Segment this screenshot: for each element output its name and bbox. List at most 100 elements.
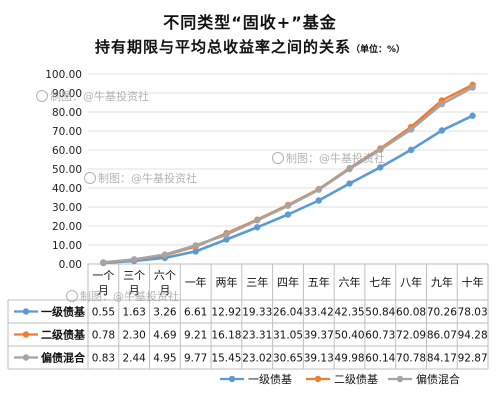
- y-tick-label: 10.00: [52, 240, 82, 252]
- table-cell: 26.04: [273, 307, 303, 319]
- table-cell: 4.95: [153, 353, 176, 365]
- table-legend-marker: [22, 308, 30, 315]
- x-tick-label: 六个: [154, 269, 176, 282]
- table-series-name: 偏债混合: [41, 351, 86, 365]
- table-cell: 23.31: [242, 330, 272, 342]
- y-tick-label: 60.00: [52, 145, 82, 157]
- table-cell: 0.78: [92, 330, 115, 342]
- table-cell: 70.26: [427, 307, 457, 319]
- data-point: [438, 127, 446, 134]
- table-cell: 4.69: [153, 330, 176, 342]
- x-tick-label: 三年: [246, 275, 268, 289]
- data-point: [346, 180, 353, 187]
- table-cell: 39.37: [304, 330, 334, 342]
- chart-subtitle: 持有期限与平均总收益率之间的关系（单位：%）: [0, 36, 500, 57]
- watermark: 制图：@牛基投资社: [272, 150, 385, 166]
- data-point: [407, 126, 415, 133]
- table-cell: 42.35: [335, 307, 365, 319]
- table-cell: 9.77: [184, 353, 207, 365]
- table-cell: 23.02: [242, 353, 272, 365]
- y-tick-label: 40.00: [52, 183, 82, 195]
- x-tick-label: 六年: [339, 275, 361, 289]
- y-tick-label: 70.00: [52, 126, 82, 138]
- table-cell: 50.84: [365, 307, 395, 319]
- table-cell: 0.83: [92, 353, 115, 365]
- table-legend-marker: [22, 354, 30, 361]
- data-point: [407, 146, 415, 154]
- watermark-text: 制图：@牛基投资社: [286, 152, 385, 165]
- table-cell: 72.09: [396, 330, 426, 342]
- data-point: [469, 112, 476, 119]
- watermark-text: 制图：@牛基投资社: [98, 172, 197, 185]
- x-tick-label: 一年: [185, 275, 207, 289]
- x-tick-label: 九年: [431, 275, 453, 289]
- y-tick-label: 100.00: [45, 69, 82, 81]
- table-cell: 49.98: [335, 353, 365, 365]
- table-cell: 3.26: [153, 307, 177, 319]
- x-tick-label: 三个: [123, 269, 145, 282]
- table-cell: 33.42: [304, 307, 334, 319]
- table-cell: 94.28: [458, 330, 488, 342]
- table-cell: 6.61: [184, 307, 207, 319]
- table-cell: 31.05: [273, 330, 303, 342]
- y-tick-label: 30.00: [52, 202, 82, 214]
- table-series-name: 一级债基: [41, 305, 86, 319]
- table-cell: 2.44: [122, 353, 146, 365]
- legend-label: 一级债基: [248, 372, 292, 386]
- data-point: [438, 100, 446, 108]
- legend-label: 二级债基: [334, 372, 378, 386]
- x-tick-label: 月: [159, 284, 170, 297]
- table-cell: 15.45: [211, 353, 241, 365]
- x-tick-label: 四年: [277, 275, 299, 289]
- y-tick-label: 20.00: [52, 221, 82, 233]
- legend-marker: [314, 375, 322, 383]
- table-legend-marker: [22, 331, 30, 338]
- table-cell: 39.13: [304, 353, 334, 365]
- data-point: [161, 251, 169, 258]
- table-cell: 78.03: [458, 307, 488, 319]
- chart-title: 不同类型“固收+”基金: [163, 13, 337, 32]
- table-cell: 2.30: [122, 330, 145, 342]
- x-tick-label: 两年: [215, 275, 237, 289]
- table-cell: 30.65: [273, 353, 303, 365]
- data-point: [315, 197, 322, 204]
- x-tick-label: 月: [129, 284, 140, 297]
- data-point: [254, 217, 261, 224]
- table-cell: 1.63: [122, 307, 145, 319]
- table-cell: 9.21: [184, 330, 207, 342]
- y-tick-label: 50.00: [52, 164, 82, 176]
- data-point: [254, 224, 261, 231]
- data-point: [315, 186, 322, 193]
- x-tick-label: 五年: [308, 275, 330, 289]
- x-tick-label: 八年: [400, 275, 422, 289]
- x-tick-label: 月: [98, 284, 109, 297]
- watermark-icon: [36, 90, 48, 102]
- watermark: 制图：@牛基投资社: [66, 288, 179, 304]
- chart-subtitle-text: 持有期限与平均总收益率之间的关系: [94, 38, 351, 56]
- table-cell: 60.14: [365, 353, 395, 365]
- table-cell: 0.55: [92, 307, 115, 319]
- data-point: [223, 231, 230, 238]
- watermark-icon: [272, 152, 284, 164]
- table-cell: 92.87: [458, 353, 488, 365]
- watermark-text: 制图：@牛基投资社: [50, 90, 149, 103]
- table-cell: 12.92: [211, 307, 241, 319]
- table-cell: 19.33: [242, 307, 272, 319]
- table-cell: 60.73: [365, 330, 395, 342]
- data-point: [223, 236, 230, 243]
- y-tick-label: 0.00: [59, 259, 82, 271]
- table-cell: 50.40: [335, 330, 365, 342]
- data-point: [377, 164, 384, 171]
- x-tick-label: 七年: [369, 275, 391, 289]
- table-series-name: 二级债基: [41, 328, 86, 342]
- table-cell: 70.78: [396, 353, 426, 365]
- table-cell: 60.08: [396, 307, 426, 319]
- watermark: 制图：@牛基投资社: [36, 88, 149, 104]
- watermark: 制图：@牛基投资社: [84, 170, 197, 186]
- y-tick-label: 80.00: [52, 107, 82, 119]
- legend-marker: [396, 375, 404, 383]
- watermark-icon: [84, 172, 96, 184]
- table-cell: 86.07: [427, 330, 457, 342]
- x-tick-label: 十年: [462, 275, 484, 289]
